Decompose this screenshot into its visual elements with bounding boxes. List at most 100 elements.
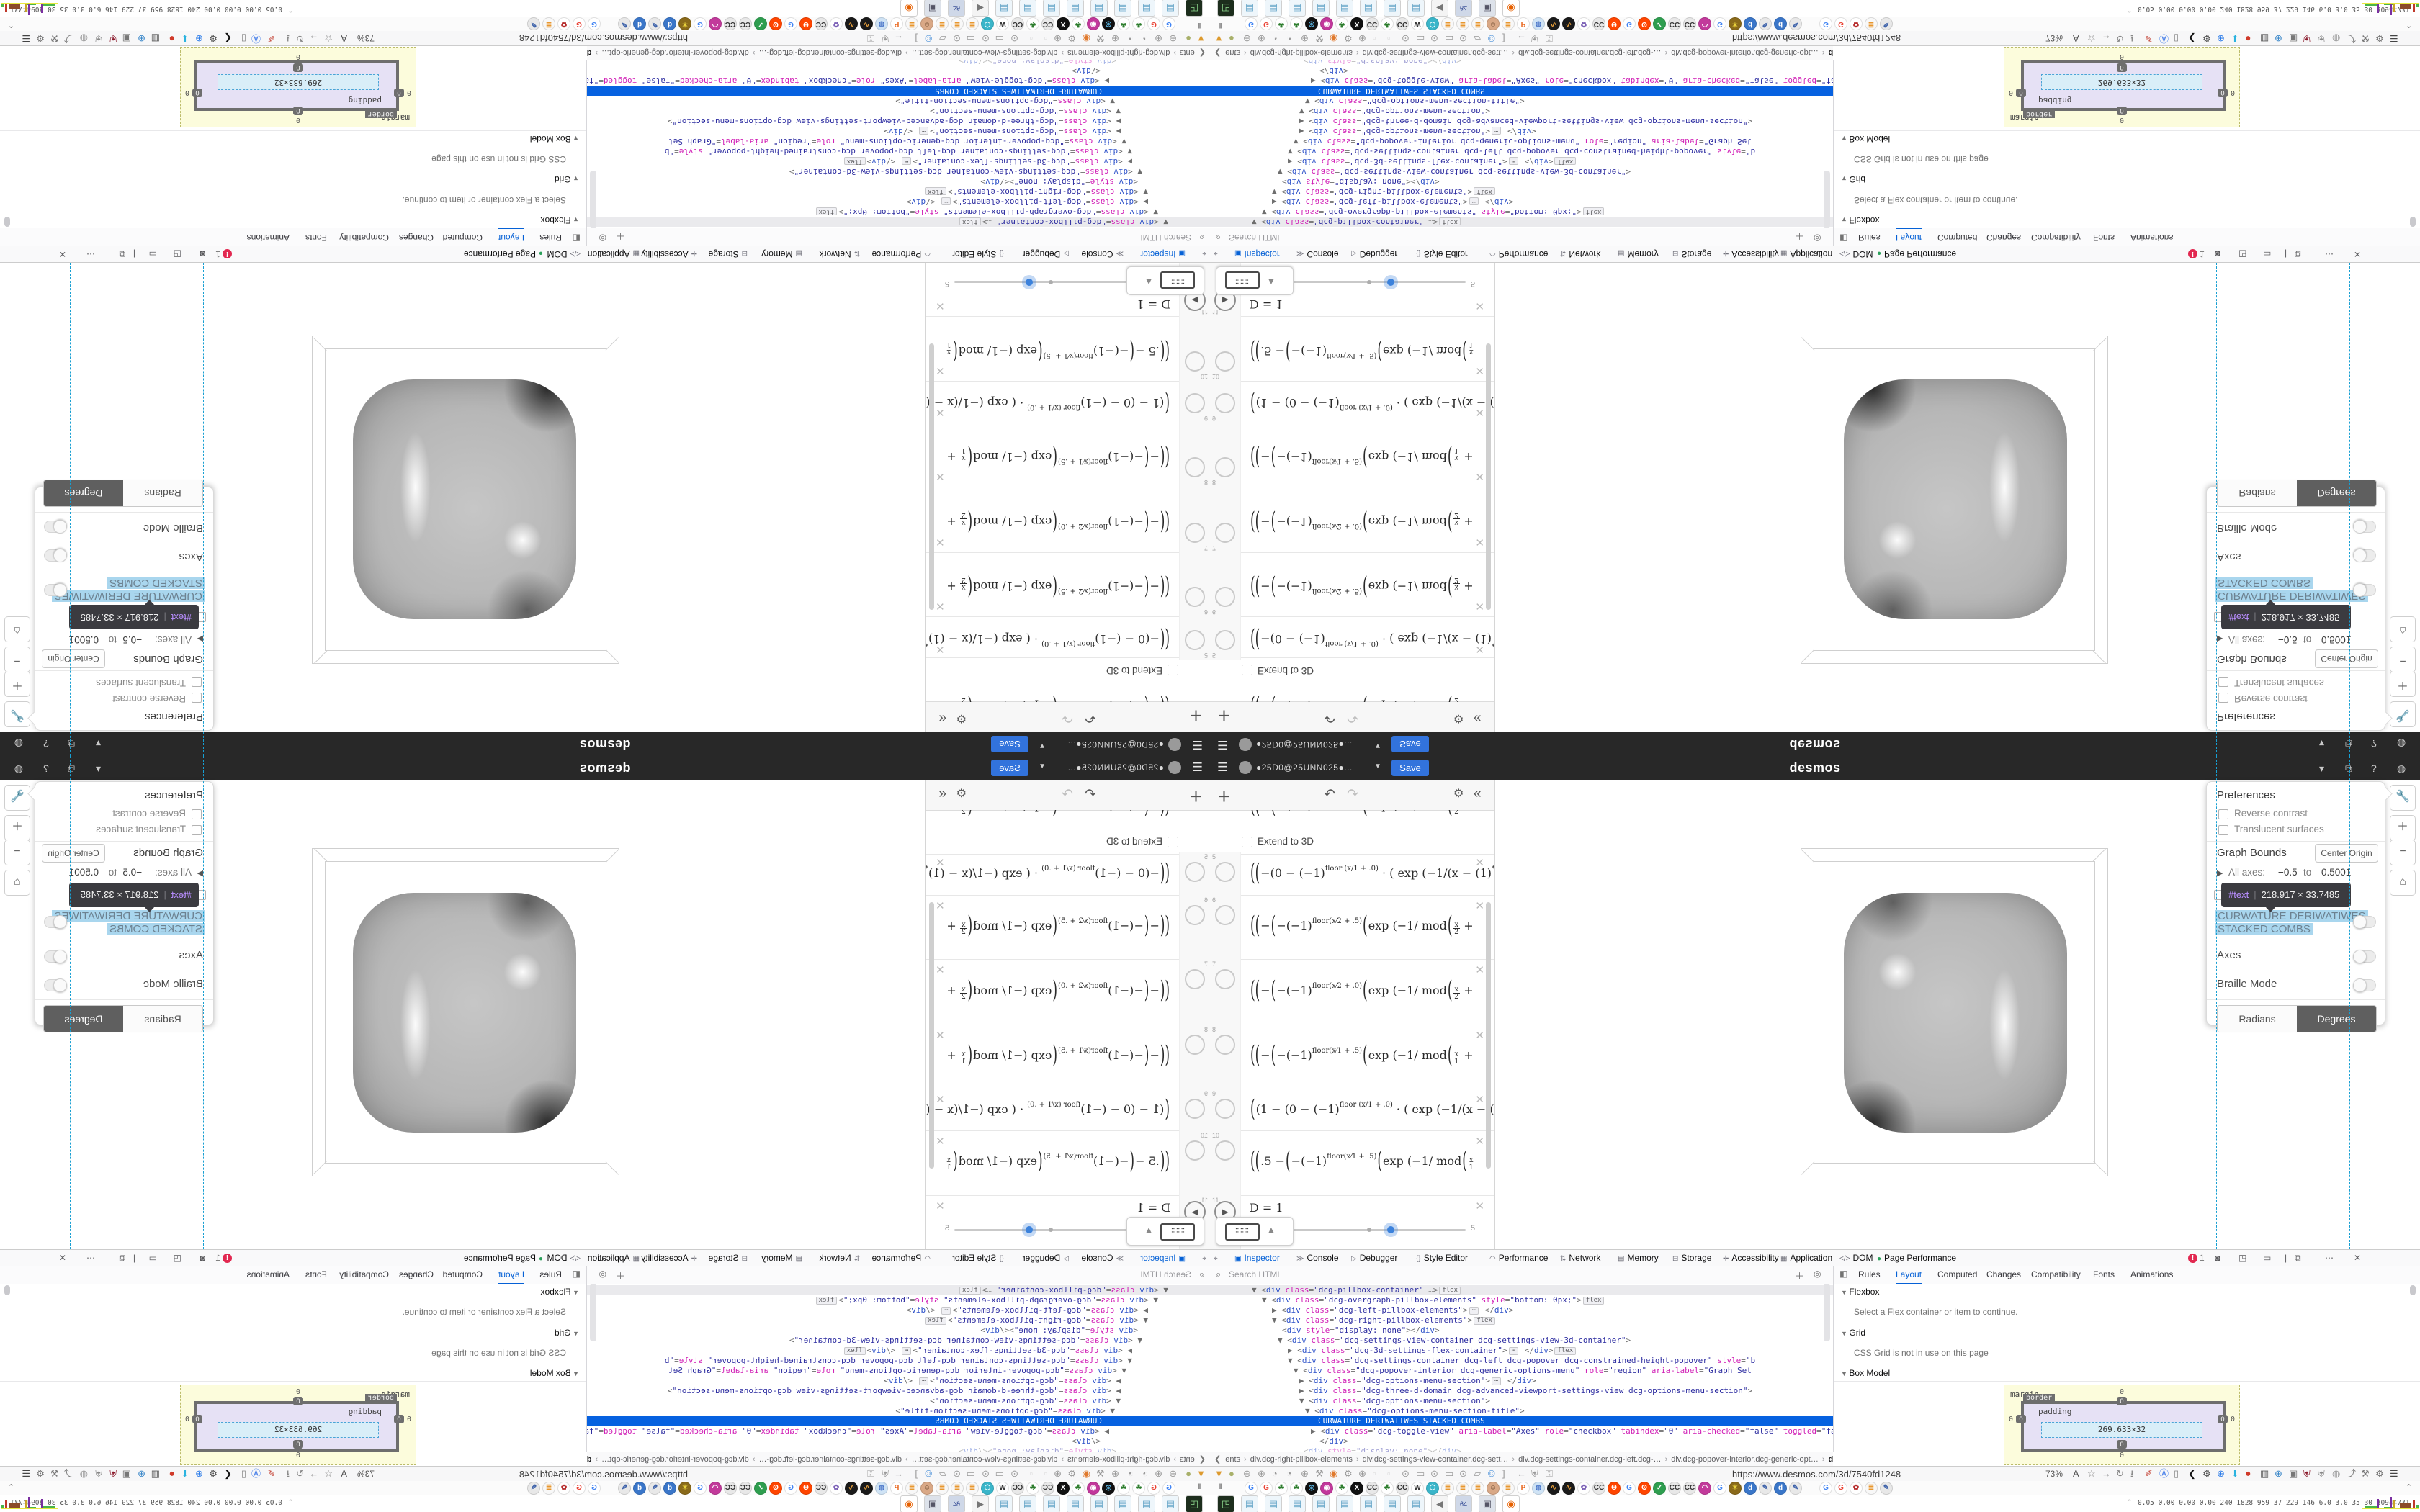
nav-action-icon-17[interactable]: ⛨ [95,33,102,44]
add-expression-button[interactable]: ＋ [1188,707,1203,722]
bookmark-favicon-32[interactable]: ◠ [1698,1482,1711,1495]
nav-action-icon-15[interactable]: ▣ [2289,1468,2298,1479]
dom-node[interactable]: ▼ <div class="dcg-right-pillbox-elements… [587,1315,1210,1326]
bookmark-favicon-36[interactable]: ✎ [648,1482,661,1495]
nav-action-icon-19[interactable]: ⤴ [2347,33,2357,44]
bookmark-favicon-4[interactable]: ☘ [1132,1482,1145,1495]
slider-thumb[interactable] [1387,279,1394,286]
taskbar-icon-9[interactable]: ◀ [1431,1495,1448,1512]
breadcrumb-item[interactable]: div.dcg-settings-container.dcg-left.dcg-… [1518,1455,1662,1464]
nav-icon-1[interactable]: ● [1186,33,1191,44]
devtools-tab-style-editor[interactable]: {}Style Editor [1416,1253,1469,1263]
zoom-level[interactable]: 73% [357,33,375,43]
dom-node[interactable]: <div style="display: none"></div> [980,177,1138,186]
devtools-tab-page-performance[interactable]: ●Page Performance [1877,1253,1957,1263]
bookmark-favicon-42[interactable]: ✿ [1850,17,1863,30]
sidebar-tab-animations[interactable]: Animations [2130,233,2174,243]
all-axes-expander-icon[interactable]: ▶ [2217,869,2223,878]
nav-icon-21[interactable]: ← [894,33,903,44]
nav-action-icon-16[interactable]: ⛨ [109,1468,117,1479]
nav-action-icon-20[interactable]: ⚒ [50,33,59,44]
html-tree[interactable]: ▼ <div class="dcg-pillbox-container" …>f… [587,1284,1210,1452]
nav-icon-23[interactable]: ⚿ [867,1468,874,1479]
breadcrumb-item[interactable]: div.dcg-settings-view-container.dcg-sett… [911,1455,1058,1464]
expression-toggle-circle[interactable] [1185,523,1205,543]
ruler-icon[interactable]: ▭ [148,249,157,259]
dom-node[interactable]: ▶ <div class="dcg-toggle-view" aria-labe… [587,76,1210,86]
nav-icon-21[interactable]: ← [894,1468,903,1479]
bookmark-favicon-40[interactable]: G [588,17,601,30]
dom-node[interactable]: ▼ <div class="dcg-settings-view-containe… [1278,1336,1631,1345]
expression-toggle-circle[interactable] [1215,1140,1235,1161]
globe-icon[interactable]: ◍ [2397,762,2406,774]
nav-icon-13[interactable]: ⊙ [1010,33,1018,44]
nav-action-icon-9[interactable]: ⚙ [2202,33,2211,44]
delete-expression-icon[interactable]: ✕ [936,964,945,976]
bookmark-favicon-19[interactable]: ≣ [1502,17,1515,30]
sidebar-tab-rules[interactable]: Rules [1858,233,1881,243]
meatball-menu-icon[interactable]: ⋯ [2325,1253,2334,1263]
expression-row-4[interactable]: ((−(−(−1)floor(x⁄2 + .5)(exp (−1/ mod(x2… [1210,810,1494,855]
dom-node[interactable]: ▶ <div class="dcg-three-d-domain dcg-adv… [667,1386,1121,1395]
nav-icon-2[interactable]: ⊕ [1243,33,1251,44]
bookmark-favicon-16[interactable]: ≣ [1456,1482,1469,1495]
axes-max-field[interactable]: 0.5001 [67,867,100,878]
nav-action-icon-8[interactable]: ❮ [224,1468,232,1479]
bookmark-favicon-14[interactable]: ⬡ [981,17,994,30]
nav-icon-14[interactable]: ▭ [995,1468,1004,1479]
nav-icon-0[interactable]: ▼ [1196,33,1206,44]
expression-row-7[interactable]: 7 ✕ ((−(−(−1)floor(x⁄2 + .0)(exp (−1/ mod(… [1210,959,1494,1025]
dom-node[interactable]: <div style="display: none"></div> [959,60,1116,66]
expression-formula[interactable]: ((−(−(−1)floor(x⁄2 + .5)(exp (−1/ mod(x2… [946,693,1170,702]
add-node-icon[interactable]: ＋ [615,1271,625,1282]
url-text[interactable]: https://www.desmos.com/3d/7540fd1248 [519,1469,688,1480]
bookmark-favicon-44[interactable]: ✎ [1880,1482,1893,1495]
dom-node[interactable]: ▼ <div class="dcg-options-menu-section"> [930,1396,1121,1405]
responsive-mode-icon[interactable]: ⧉ [119,249,125,259]
taskbar-icon-7[interactable]: ▤ [1019,0,1036,17]
taskbar-icon-7[interactable]: ▤ [1384,1495,1401,1512]
expression-formula[interactable]: ((−(0 − (−1)floor (x/1 + .0) · ( exp (−1… [1250,625,1494,652]
bookmark-favicon-41[interactable]: G [1834,1482,1847,1495]
bookmark-favicon-17[interactable]: ≣ [1471,17,1484,30]
devtools-tab-accessibility[interactable]: ✛Accessibility [1723,1253,1779,1263]
expression-row-4[interactable]: ((−(−(−1)floor(x⁄2 + .5)(exp (−1/ mod(x2… [926,810,1210,855]
devtools-tab-console[interactable]: ≫Console [1081,1253,1124,1263]
nav-action-icon-13[interactable]: ▥ [2260,33,2269,44]
nav-icon-6[interactable]: ⊕ [1301,33,1309,44]
bookmark-favicon-23[interactable]: ∿ [845,17,858,30]
nav-icon-11[interactable]: ▫ [1373,33,1376,44]
dom-node[interactable]: ▼ <div class="dcg-pillbox-container" …>f… [587,1285,1210,1295]
center-origin-button[interactable]: Center Origin [42,649,105,668]
nav-action-icon-20[interactable]: ⚒ [2361,33,2370,44]
add-node-icon[interactable]: ＋ [1795,1271,1805,1282]
bookmark-favicon-44[interactable]: ✎ [527,1482,540,1495]
bookmark-favicon-29[interactable]: ✓ [754,17,767,30]
nav-action-icon-19[interactable]: ⤴ [2347,1468,2357,1479]
bookmark-favicon-11[interactable]: ☘ [1026,1482,1039,1495]
devtools-tab-dom[interactable]: </>DOM [547,1253,581,1263]
nav-action-icon-3[interactable]: ↻ [296,33,304,44]
sidebar-tab-fonts[interactable]: Fonts [2093,233,2115,243]
nav-action-icon-18[interactable]: ◍ [79,1468,88,1479]
dom-node[interactable]: ▼ <div class="dcg-settings-view-containe… [789,1336,1142,1345]
nav-action-icon-14[interactable]: ⊕ [138,1468,145,1479]
dom-node[interactable]: ▼ <div class="dcg-popover-interior dcg-g… [1294,1366,1752,1375]
close-devtools-icon[interactable]: ✕ [2354,249,2362,259]
dom-node[interactable]: ▶ <div class="dcg-left-pillbox-elements"… [1272,1305,1514,1315]
taskbar-icon-4[interactable]: ▤ [1090,1495,1108,1512]
undo-icon[interactable]: ↶ [1324,787,1335,802]
expression-toggle-circle[interactable] [1215,393,1235,413]
expression-formula[interactable]: ((1 − (0 − (−1)floor (x/1 + .0) · ( exp … [1250,1096,1494,1123]
nav-icon-9[interactable]: ⚙ [1067,33,1076,44]
nav-icon-13[interactable]: ⊙ [1402,33,1410,44]
expression-toggle-circle[interactable] [1185,630,1205,650]
taskbar-icon-12[interactable]: ◉ [900,0,918,17]
delete-expression-icon[interactable]: ✕ [936,1135,945,1148]
redo-icon[interactable]: ↷ [1062,787,1073,802]
dom-node[interactable]: ▼ <div class="dcg-pillbox-container" …>f… [1210,1285,1833,1295]
eyedropper-icon[interactable]: ◎ [1814,233,1821,243]
nav-action-icon-16[interactable]: ⛨ [2303,33,2311,44]
